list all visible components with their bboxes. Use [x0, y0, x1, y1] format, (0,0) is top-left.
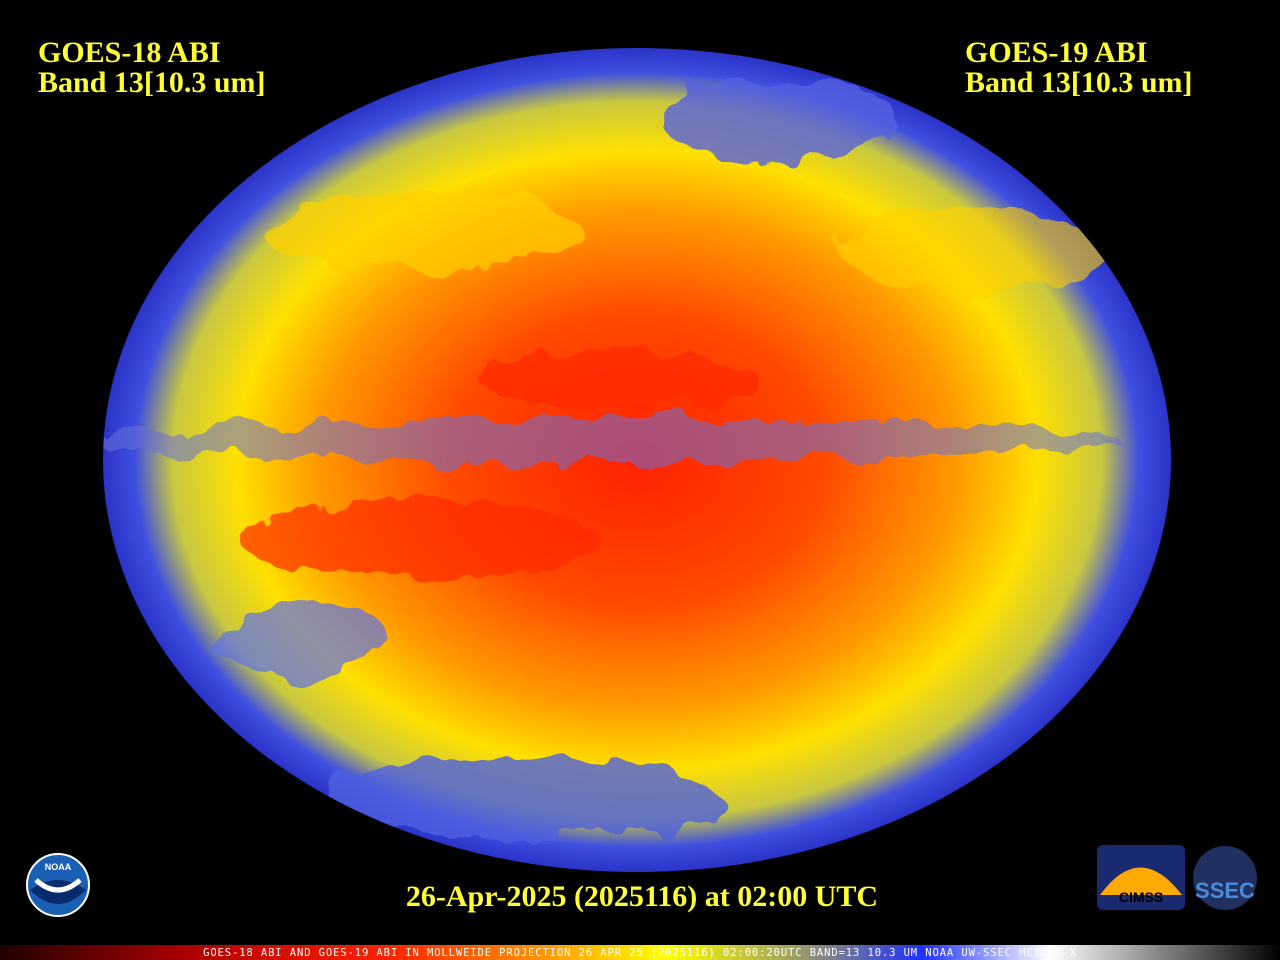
header-left: GOES-18 ABI Band 13[10.3 um]: [38, 36, 266, 99]
logo-text: CIMSS: [1119, 889, 1163, 905]
satellite-label: GOES-19 ABI: [965, 36, 1148, 69]
band-label: Band 13[10.3 um]: [965, 66, 1193, 99]
band-label: Band 13[10.3 um]: [38, 66, 266, 99]
color-bar: GOES-18 ABI AND GOES-19 ABI IN MOLLWEIDE…: [0, 945, 1280, 960]
noaa-logo: NOAA: [26, 853, 90, 917]
cimss-logo: CIMSS: [1097, 845, 1185, 910]
footer-text: GOES-18 ABI AND GOES-19 ABI IN MOLLWEIDE…: [203, 947, 1077, 959]
header-right: GOES-19 ABI Band 13[10.3 um]: [965, 36, 1193, 99]
ssec-logo: SSEC: [1193, 846, 1257, 910]
logo-text: SSEC: [1195, 878, 1255, 903]
earth-disk: [103, 48, 1171, 872]
satellite-label: GOES-18 ABI: [38, 36, 221, 69]
timestamp: 26-Apr-2025 (2025116) at 02:00 UTC: [406, 880, 878, 913]
logo-text: NOAA: [45, 862, 72, 872]
